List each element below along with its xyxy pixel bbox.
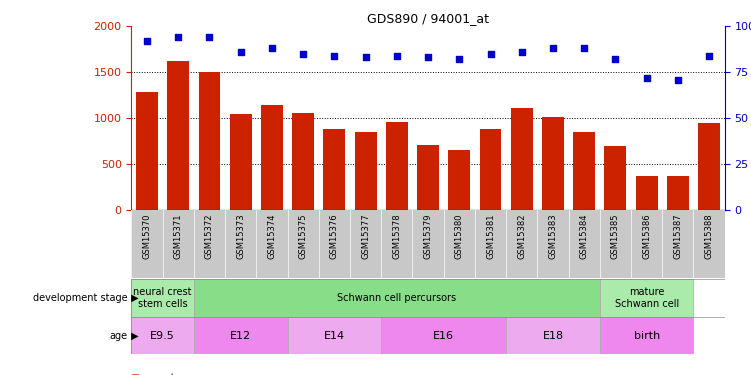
Bar — [324, 129, 345, 210]
Bar — [194, 317, 288, 354]
Text: E9.5: E9.5 — [150, 331, 175, 340]
Bar — [698, 123, 720, 210]
Bar — [605, 146, 626, 210]
Bar — [288, 317, 382, 354]
Text: ▶: ▶ — [128, 293, 138, 303]
Point — [703, 53, 715, 58]
Bar — [667, 176, 689, 210]
Bar — [131, 317, 194, 354]
Bar — [354, 132, 376, 210]
Bar — [600, 279, 693, 317]
Text: GSM15378: GSM15378 — [392, 213, 401, 259]
Text: GSM15377: GSM15377 — [361, 213, 370, 259]
Text: GSM15380: GSM15380 — [455, 213, 464, 259]
Point — [578, 45, 590, 51]
Text: GSM15371: GSM15371 — [173, 213, 182, 259]
Point — [484, 51, 496, 57]
Point — [235, 49, 247, 55]
Bar — [448, 150, 470, 210]
Point — [141, 38, 153, 44]
Point — [672, 76, 684, 82]
Text: GSM15387: GSM15387 — [674, 213, 683, 259]
Point — [360, 54, 372, 60]
Bar — [167, 61, 189, 210]
Bar — [542, 117, 564, 210]
Text: GSM15382: GSM15382 — [517, 213, 526, 259]
Bar — [386, 122, 408, 210]
Text: GSM15388: GSM15388 — [704, 213, 713, 259]
Text: GSM15386: GSM15386 — [642, 213, 651, 259]
Text: GSM15373: GSM15373 — [237, 213, 246, 259]
Text: age: age — [110, 331, 128, 340]
Bar — [417, 145, 439, 210]
Point — [422, 54, 434, 60]
Text: ▶: ▶ — [128, 331, 138, 340]
Point — [641, 75, 653, 81]
Bar — [506, 317, 600, 354]
Text: mature
Schwann cell: mature Schwann cell — [614, 287, 679, 309]
Title: GDS890 / 94001_at: GDS890 / 94001_at — [367, 12, 489, 25]
Point — [609, 56, 621, 62]
Bar — [511, 108, 532, 210]
Bar — [600, 317, 693, 354]
Text: E18: E18 — [542, 331, 563, 340]
Point — [547, 45, 559, 51]
Text: ■: ■ — [131, 373, 143, 375]
Bar — [131, 279, 194, 317]
Point — [204, 34, 216, 40]
Text: E12: E12 — [230, 331, 252, 340]
Point — [297, 51, 309, 57]
Bar — [230, 114, 252, 210]
Text: E16: E16 — [433, 331, 454, 340]
Text: GSM15384: GSM15384 — [580, 213, 589, 259]
Text: development stage: development stage — [33, 293, 128, 303]
Bar — [573, 132, 595, 210]
Bar — [136, 92, 158, 210]
Bar — [198, 72, 221, 210]
Text: GSM15383: GSM15383 — [548, 213, 557, 259]
Text: birth: birth — [634, 331, 660, 340]
Text: GSM15375: GSM15375 — [299, 213, 308, 259]
Bar — [261, 105, 283, 210]
Text: neural crest
stem cells: neural crest stem cells — [134, 287, 192, 309]
Point — [328, 53, 340, 58]
Text: GSM15374: GSM15374 — [267, 213, 276, 259]
Point — [172, 34, 184, 40]
Bar — [382, 317, 506, 354]
Bar — [480, 129, 502, 210]
Point — [391, 53, 403, 58]
Text: GSM15370: GSM15370 — [143, 213, 152, 259]
Point — [516, 49, 528, 55]
Text: GSM15379: GSM15379 — [424, 213, 433, 259]
Bar — [635, 176, 658, 210]
Point — [454, 56, 466, 62]
Point — [266, 45, 278, 51]
Text: GSM15381: GSM15381 — [486, 213, 495, 259]
Text: GSM15385: GSM15385 — [611, 213, 620, 259]
Bar — [292, 112, 314, 210]
Text: count: count — [148, 373, 176, 375]
Text: GSM15376: GSM15376 — [330, 213, 339, 259]
Bar — [194, 279, 600, 317]
Text: E14: E14 — [324, 331, 345, 340]
Text: GSM15372: GSM15372 — [205, 213, 214, 259]
Text: Schwann cell percursors: Schwann cell percursors — [337, 293, 457, 303]
